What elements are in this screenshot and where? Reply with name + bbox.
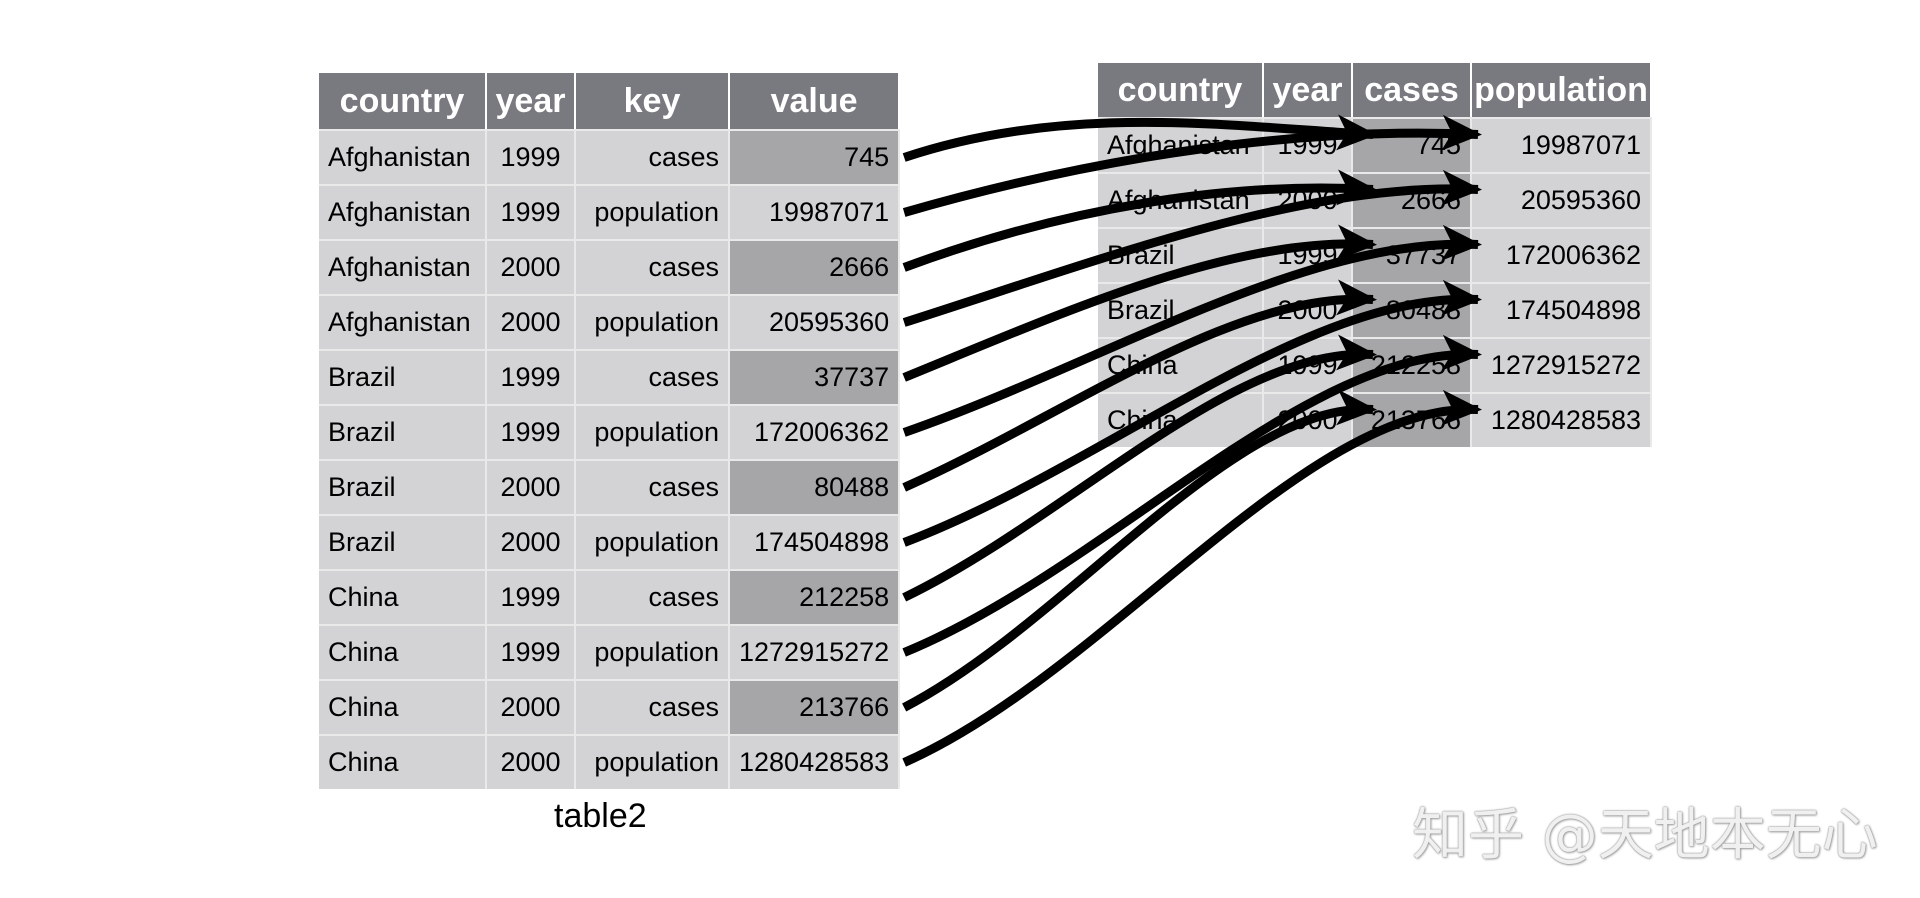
country-cell: Brazil bbox=[319, 459, 487, 514]
key-cell: cases bbox=[576, 239, 730, 294]
population-arrow bbox=[902, 389, 1482, 767]
key-cell: cases bbox=[576, 459, 730, 514]
long-table: country year key value Afghanistan 1999 ca… bbox=[319, 73, 901, 789]
long-table-row: Brazil 2000 cases 80488 bbox=[319, 459, 901, 514]
long-table-row: China 1999 cases 212258 bbox=[319, 569, 901, 624]
value-cell: 20595360 bbox=[730, 294, 901, 349]
year-cell: 2000 bbox=[487, 294, 576, 349]
long-header-key: key bbox=[576, 73, 730, 129]
population-cell: 174504898 bbox=[1472, 282, 1652, 337]
key-cell: population bbox=[576, 404, 730, 459]
key-cell: population bbox=[576, 294, 730, 349]
country-cell: Afghanistan bbox=[319, 239, 487, 294]
year-cell: 2000 bbox=[487, 239, 576, 294]
long-table-row: China 2000 population 1280428583 bbox=[319, 734, 901, 789]
wide-header-country: country bbox=[1098, 63, 1264, 117]
country-cell: Afghanistan bbox=[319, 184, 487, 239]
population-cell: 172006362 bbox=[1472, 227, 1652, 282]
cases-arrow bbox=[902, 169, 1377, 272]
value-cell: 174504898 bbox=[730, 514, 901, 569]
key-cell: cases bbox=[576, 569, 730, 624]
cases-arrow bbox=[902, 334, 1377, 602]
country-cell: Brazil bbox=[319, 404, 487, 459]
long-header-country: country bbox=[319, 73, 487, 129]
long-table-row: Afghanistan 2000 cases 2666 bbox=[319, 239, 901, 294]
long-table-row: Afghanistan 2000 population 20595360 bbox=[319, 294, 901, 349]
table-caption: table2 bbox=[554, 797, 647, 835]
key-cell: population bbox=[576, 184, 730, 239]
year-cell: 1999 bbox=[487, 404, 576, 459]
country-cell: China bbox=[319, 569, 487, 624]
long-table-header-row: country year key value bbox=[319, 73, 901, 129]
year-cell: 2000 bbox=[487, 514, 576, 569]
country-cell: Brazil bbox=[319, 349, 487, 404]
year-cell: 1999 bbox=[487, 184, 576, 239]
cases-arrow bbox=[902, 114, 1377, 162]
key-cell: cases bbox=[576, 679, 730, 734]
year-cell: 1999 bbox=[487, 569, 576, 624]
population-arrow bbox=[902, 334, 1482, 657]
country-cell: Afghanistan bbox=[319, 294, 487, 349]
wide-table-row: Afghanistan 1999 745 19987071 bbox=[1098, 117, 1652, 172]
long-header-value: value bbox=[730, 73, 901, 129]
long-table-body: Afghanistan 1999 cases 745 Afghanistan 1999 po… bbox=[319, 129, 901, 789]
wide-header-cases: cases bbox=[1353, 63, 1472, 117]
year-cell: 2000 bbox=[487, 734, 576, 789]
value-cell: 1272915272 bbox=[730, 624, 901, 679]
year-cell: 1999 bbox=[487, 129, 576, 184]
long-table-row: China 2000 cases 213766 bbox=[319, 679, 901, 734]
value-cell: 1280428583 bbox=[730, 734, 901, 789]
value-cell: 745 bbox=[730, 129, 901, 184]
value-cell: 80488 bbox=[730, 459, 901, 514]
wide-header-population: population bbox=[1472, 63, 1652, 117]
value-cell: 2666 bbox=[730, 239, 901, 294]
watermark: 知乎 @天地本无心 bbox=[1412, 803, 1878, 868]
long-header-year: year bbox=[487, 73, 576, 129]
population-arrow bbox=[902, 169, 1482, 327]
wide-table-header-row: country year cases population bbox=[1098, 63, 1652, 117]
value-cell: 213766 bbox=[730, 679, 901, 734]
long-table-row: Afghanistan 1999 cases 745 bbox=[319, 129, 901, 184]
key-cell: population bbox=[576, 734, 730, 789]
country-cell: Afghanistan bbox=[319, 129, 487, 184]
year-cell: 1999 bbox=[487, 624, 576, 679]
key-cell: cases bbox=[576, 129, 730, 184]
arrow-group bbox=[902, 114, 1482, 767]
wide-header-year: year bbox=[1264, 63, 1353, 117]
key-cell: population bbox=[576, 514, 730, 569]
value-cell: 212258 bbox=[730, 569, 901, 624]
value-cell: 172006362 bbox=[730, 404, 901, 459]
long-table-row: Brazil 1999 population 172006362 bbox=[319, 404, 901, 459]
population-arrow bbox=[902, 279, 1482, 547]
long-table-row: Brazil 1999 cases 37737 bbox=[319, 349, 901, 404]
long-table-row: Afghanistan 1999 population 19987071 bbox=[319, 184, 901, 239]
year-cell: 2000 bbox=[487, 459, 576, 514]
cases-arrow bbox=[902, 389, 1377, 712]
population-cell: 1272915272 bbox=[1472, 337, 1652, 392]
year-cell: 1999 bbox=[487, 349, 576, 404]
key-cell: population bbox=[576, 624, 730, 679]
year-cell: 2000 bbox=[487, 679, 576, 734]
value-cell: 37737 bbox=[730, 349, 901, 404]
long-table-row: Brazil 2000 population 174504898 bbox=[319, 514, 901, 569]
population-arrow bbox=[902, 114, 1482, 217]
population-cell: 20595360 bbox=[1472, 172, 1652, 227]
population-arrow bbox=[902, 224, 1482, 437]
long-table-row: China 1999 population 1272915272 bbox=[319, 624, 901, 679]
cases-arrow bbox=[902, 279, 1377, 492]
key-cell: cases bbox=[576, 349, 730, 404]
country-cell: China bbox=[319, 679, 487, 734]
value-cell: 19987071 bbox=[730, 184, 901, 239]
country-cell: China bbox=[319, 734, 487, 789]
country-cell: Brazil bbox=[319, 514, 487, 569]
population-cell: 19987071 bbox=[1472, 117, 1652, 172]
cases-arrow bbox=[902, 224, 1377, 382]
population-cell: 1280428583 bbox=[1472, 392, 1652, 447]
country-cell: China bbox=[319, 624, 487, 679]
